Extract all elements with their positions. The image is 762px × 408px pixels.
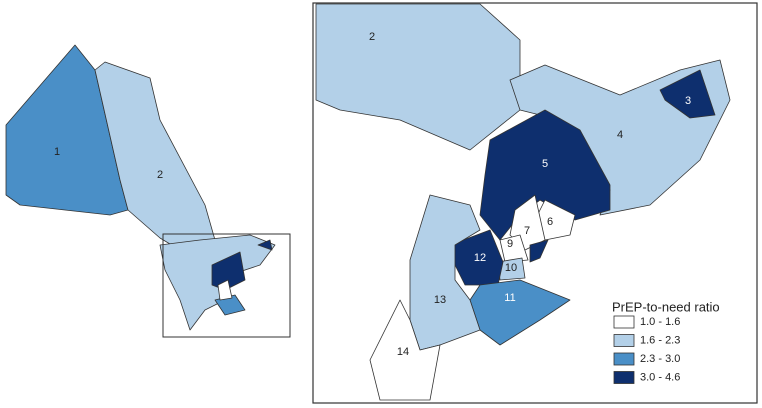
region-shape (499, 234, 529, 263)
legend-title: PrEP-to-need ratio (612, 299, 720, 314)
region-label: 13 (434, 294, 446, 306)
region-shape (529, 239, 549, 263)
region-label: 14 (397, 346, 409, 358)
region-shape (315, 3, 521, 151)
legend-swatch (613, 315, 635, 329)
region-label: 5 (542, 158, 548, 170)
region-shape (469, 279, 571, 346)
region-label: 7 (524, 225, 530, 237)
region-label: 12 (474, 252, 486, 264)
region-shape (257, 239, 273, 251)
legend-label: 1.6 - 2.3 (640, 334, 680, 346)
region-label: 2 (369, 31, 375, 43)
region-label: 6 (547, 216, 553, 228)
inset-frame (312, 2, 758, 404)
region-label: 11 (504, 292, 515, 304)
region-label: 9 (507, 238, 513, 250)
region-label: 3 (685, 95, 691, 107)
legend-label: 3.0 - 4.6 (640, 371, 680, 383)
legend-swatch (613, 334, 635, 347)
region-shape (659, 69, 716, 119)
region-label: 4 (617, 129, 623, 141)
region-shape (217, 279, 233, 301)
region-label: 8 (552, 242, 558, 254)
legend-swatch (613, 352, 635, 366)
region-label: 2 (157, 169, 163, 181)
region-label: 1 (54, 146, 60, 158)
region-shape (211, 251, 246, 291)
region-label: 10 (505, 262, 517, 274)
legend-label: 2.3 - 3.0 (640, 353, 680, 365)
legend-label: 1.0 - 1.6 (640, 316, 680, 328)
legend-swatch (613, 371, 635, 384)
overview-inset-frame (162, 233, 291, 338)
region-shape (369, 299, 441, 401)
